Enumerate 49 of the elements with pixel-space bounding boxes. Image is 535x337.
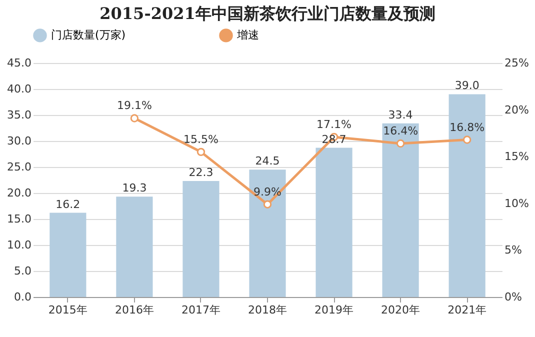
data-label: 15.5%: [184, 132, 218, 146]
bar: [316, 148, 352, 297]
bar: [50, 212, 86, 297]
legend-label: 增速: [236, 28, 259, 42]
bar: [249, 170, 286, 297]
x-tick-label: 2016年: [114, 304, 154, 316]
y-tick-label: 20.0: [7, 186, 32, 200]
bar: [448, 94, 486, 297]
data-label: 16.4%: [383, 124, 418, 138]
y2-tick-label: 10%: [504, 196, 529, 210]
y-tick-label: 0.0: [14, 290, 32, 304]
data-label: 22.3: [188, 166, 214, 180]
legend-label: 门店数量(万家): [51, 28, 126, 42]
data-label: 16.8%: [450, 120, 485, 134]
data-label: 33.4: [388, 108, 413, 122]
y2-tick-label: 25%: [504, 56, 529, 70]
y-tick-label: 5.0: [14, 264, 32, 278]
y2-tick-label: 20%: [504, 103, 529, 116]
data-label: 24.5: [255, 154, 280, 168]
bar: [116, 196, 153, 297]
y-tick-label: 35.0: [7, 108, 32, 122]
x-tick-label: 2015年: [48, 304, 88, 316]
bar: [182, 181, 220, 297]
bar: [382, 123, 419, 297]
point: [196, 148, 206, 156]
x-tick-label: 2017年: [181, 304, 220, 316]
chart-title: 2015-2021年中国新茶饮行业门店数量及预测: [100, 4, 436, 23]
data-label: 19.3: [122, 182, 147, 195]
y-tick-label: 15.0: [7, 212, 32, 226]
y2-tick-label: 0%: [504, 290, 522, 304]
point: [462, 136, 472, 144]
data-label: 17.1%: [316, 118, 352, 131]
x-tick-label: 2019年: [314, 304, 354, 316]
x-tick-label: 2018年: [248, 304, 287, 316]
y2-tick-label: 5%: [504, 244, 522, 257]
y2-tick-label: 15%: [504, 150, 529, 164]
point: [130, 114, 139, 122]
data-label: 16.2: [56, 198, 80, 211]
y-tick-label: 40.0: [7, 82, 32, 96]
y-tick-label: 45.0: [7, 56, 32, 70]
x-tick-label: 2020年: [381, 304, 420, 316]
point: [263, 200, 272, 208]
y-tick-label: 25.0: [7, 160, 32, 174]
data-label: 19.1%: [116, 99, 152, 112]
data-label: 39.0: [454, 79, 480, 92]
y-tick-label: 10.0: [7, 238, 32, 252]
x-tick-label: 2021年: [448, 304, 487, 316]
y-tick-label: 30.0: [7, 134, 32, 148]
point: [396, 139, 405, 148]
